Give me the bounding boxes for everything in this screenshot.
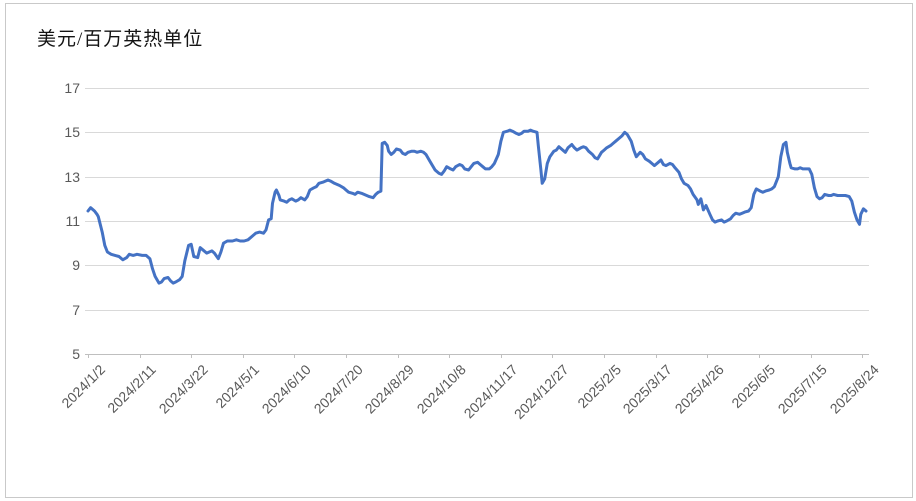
y-axis-label: 9 [72,257,80,274]
series-line [86,128,868,285]
gridlines [85,88,869,311]
y-axis-label: 11 [65,213,80,229]
chart-border [5,3,913,498]
y-axis-label: 13 [64,168,80,185]
price-line-series [86,128,868,285]
y-axis-label: 17 [64,80,80,96]
y-axis-label: 5 [72,346,80,362]
chart-title: 美元/百万英热单位 [37,29,204,50]
y-axis-label: 7 [72,301,80,318]
y-axis-label: 15 [64,124,80,141]
x-axis [85,354,869,358]
